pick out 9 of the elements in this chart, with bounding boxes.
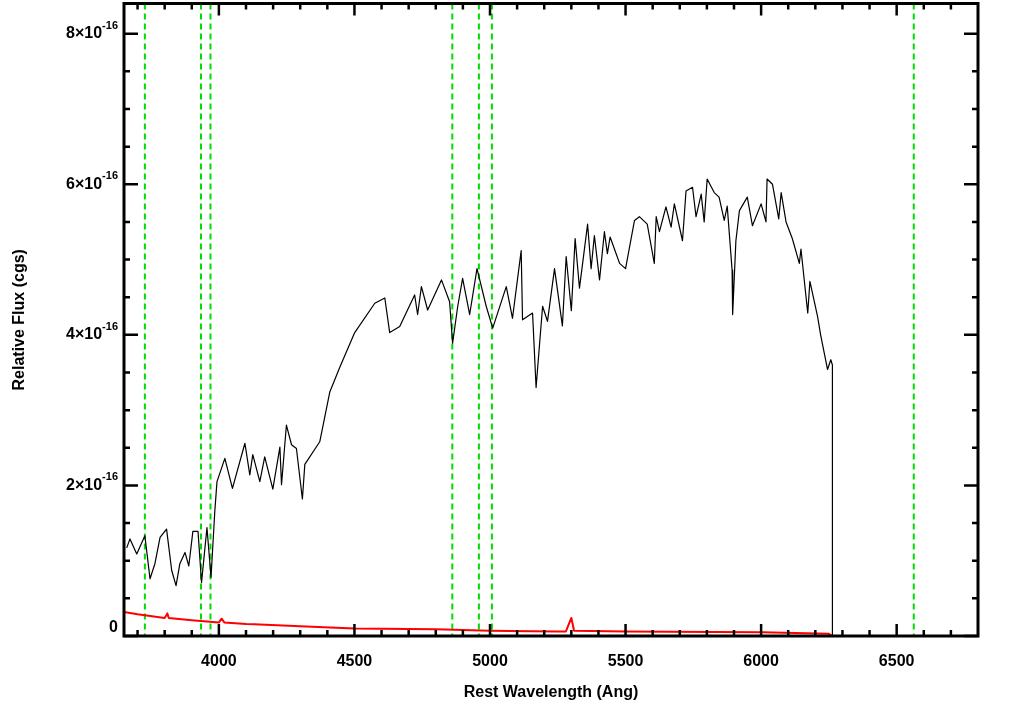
- x-tick-label: 6000: [743, 652, 780, 670]
- y-tick-label: 0: [109, 618, 119, 636]
- x-tick-label: 6500: [878, 652, 915, 670]
- x-tick-label: 4000: [201, 652, 237, 670]
- x-axis-title: Rest Wavelength (Ang): [463, 682, 639, 700]
- x-tick-label: 4500: [336, 652, 373, 670]
- y-axis-title: Relative Flux (cgs): [10, 249, 28, 391]
- x-tick-label: 5500: [607, 652, 644, 670]
- x-tick-label: 5000: [472, 652, 508, 670]
